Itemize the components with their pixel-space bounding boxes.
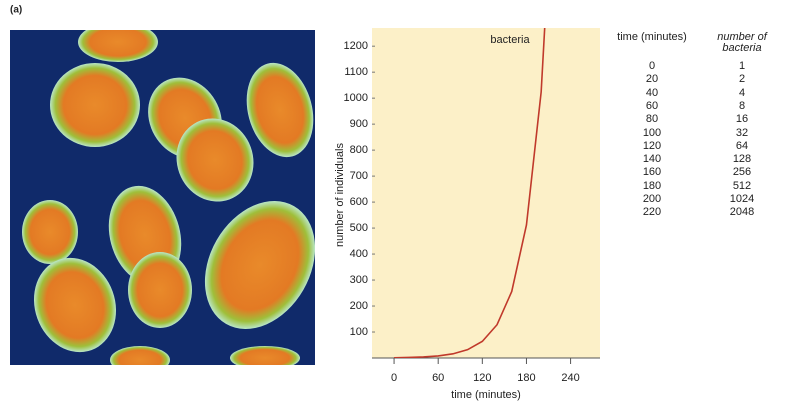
x-tick-label: 0 (391, 372, 397, 384)
y-tick-label: 600 (350, 196, 368, 208)
table-cell: 256 (712, 166, 772, 179)
table-cell: 64 (712, 140, 772, 153)
y-tick-label: 1000 (344, 92, 368, 104)
table-cell: 200 (622, 193, 682, 206)
table-cell: 120 (622, 140, 682, 153)
table-cell: 40 (622, 87, 682, 100)
y-tick-label: 100 (350, 326, 368, 338)
x-tick-label: 60 (432, 372, 444, 384)
table-header: time (minutes) (617, 32, 687, 43)
y-tick-label: 700 (350, 170, 368, 182)
plot-area (372, 28, 600, 358)
table-cell: 20 (622, 73, 682, 86)
micrograph (10, 22, 337, 374)
table-cell: 1024 (712, 193, 772, 206)
chart-title: bacteria (490, 34, 530, 46)
y-tick-label: 800 (350, 144, 368, 156)
y-tick-label: 1100 (344, 66, 368, 78)
table-cell: 128 (712, 153, 772, 166)
table-cell: 512 (712, 180, 772, 193)
table-cell: 4 (712, 87, 772, 100)
table-cell: 2 (712, 73, 772, 86)
table-cell: 220 (622, 206, 682, 219)
y-tick-label: 200 (350, 300, 368, 312)
x-tick-label: 180 (517, 372, 535, 384)
table-cell: 0 (622, 60, 682, 73)
x-axis-label: time (minutes) (451, 389, 521, 401)
table-cell: 16 (712, 113, 772, 126)
table-header: number of bacteria (707, 32, 777, 54)
y-tick-label: 1200 (344, 40, 368, 52)
y-tick-label: 400 (350, 248, 368, 260)
table-cell: 60 (622, 100, 682, 113)
page: body { margin: 0; width: 792px; height: … (0, 0, 792, 403)
table-cell: 80 (622, 113, 682, 126)
table-cell: 1 (712, 60, 772, 73)
table-cell: 140 (622, 153, 682, 166)
table-cell: 8 (712, 100, 772, 113)
x-tick-label: 240 (561, 372, 579, 384)
table-cell: 32 (712, 127, 772, 140)
table-cell: 180 (622, 180, 682, 193)
table-cell: 160 (622, 166, 682, 179)
y-axis-label: number of individuals (334, 143, 346, 247)
y-tick-label: 900 (350, 118, 368, 130)
table-cell: 100 (622, 127, 682, 140)
panel-label: (a) (10, 5, 22, 16)
y-tick-label: 300 (350, 274, 368, 286)
x-tick-label: 120 (473, 372, 491, 384)
table-cell: 2048 (712, 206, 772, 219)
y-tick-label: 500 (350, 222, 368, 234)
figure: (a) bacteria time (minutes) number of in… (0, 0, 792, 403)
